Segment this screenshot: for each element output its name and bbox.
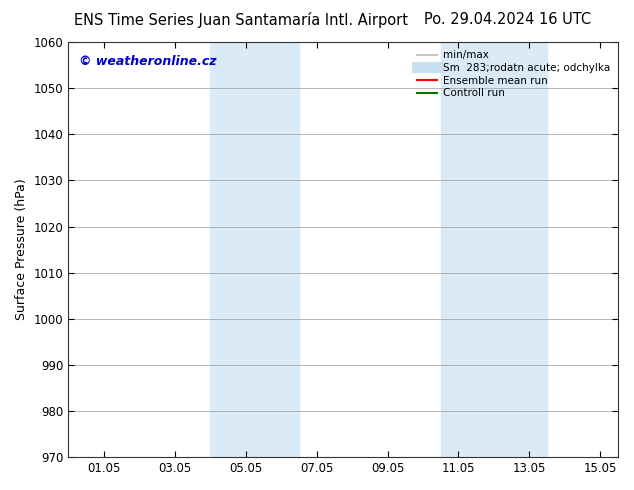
Bar [263,42,299,457]
Bar [487,42,547,457]
Text: © weatheronline.cz: © weatheronline.cz [79,54,217,68]
Text: ENS Time Series Juan Santamaría Intl. Airport: ENS Time Series Juan Santamaría Intl. Ai… [74,12,408,28]
Text: Po. 29.04.2024 16 UTC: Po. 29.04.2024 16 UTC [424,12,591,27]
Y-axis label: Surface Pressure (hPa): Surface Pressure (hPa) [15,179,28,320]
Legend: min/max, Sm  283;rodatn acute; odchylka, Ensemble mean run, Controll run: min/max, Sm 283;rodatn acute; odchylka, … [413,47,613,101]
Bar [210,42,263,457]
Bar [441,42,487,457]
